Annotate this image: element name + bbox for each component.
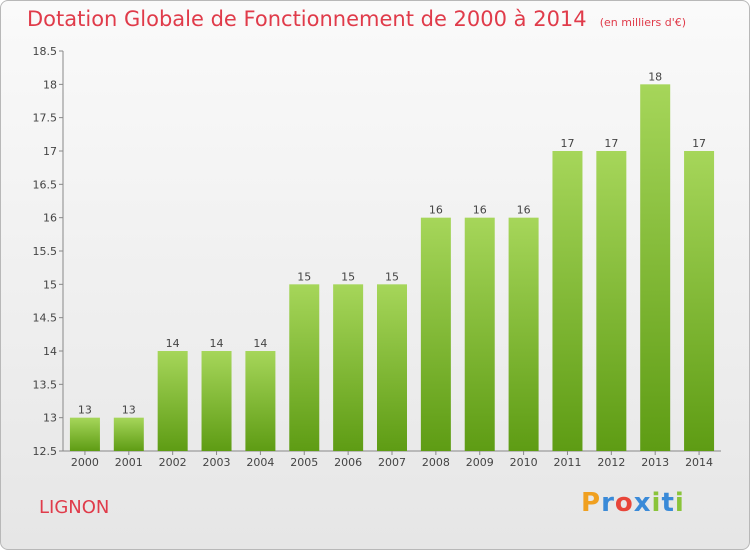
bar-value-label: 14 [253, 337, 267, 350]
y-tick-label: 13 [43, 412, 57, 425]
bar-value-label: 17 [604, 137, 618, 150]
bar-value-label: 16 [429, 204, 443, 217]
y-tick-label: 18.5 [33, 45, 58, 58]
bar [333, 284, 364, 451]
bar [420, 217, 451, 451]
y-tick-label: 17.5 [33, 112, 58, 125]
bar-value-label: 15 [341, 270, 355, 283]
x-tick-label: 2007 [378, 456, 406, 469]
y-tick-label: 18 [43, 78, 57, 91]
bar [289, 284, 320, 451]
x-tick-label: 2003 [203, 456, 231, 469]
y-tick-label: 14.5 [33, 312, 58, 325]
y-tick-label: 16 [43, 212, 57, 225]
bar [508, 217, 539, 451]
y-tick-label: 16.5 [33, 178, 58, 191]
x-tick-label: 2008 [422, 456, 450, 469]
x-tick-label: 2012 [597, 456, 625, 469]
bar [684, 151, 715, 451]
x-tick-label: 2005 [290, 456, 318, 469]
y-tick-label: 17 [43, 145, 57, 158]
x-tick-label: 2002 [159, 456, 187, 469]
y-tick-label: 14 [43, 345, 57, 358]
logo-letter: i [674, 488, 685, 518]
bar-value-label: 16 [517, 204, 531, 217]
bar [464, 217, 495, 451]
bar-value-label: 17 [692, 137, 706, 150]
y-tick-label: 12.5 [33, 445, 58, 458]
axes: 12.5 13 13.5 14 14.5 15 15.5 16 16.5 17 17.5 18 18.5… [33, 45, 721, 469]
bar-value-label: 13 [122, 404, 136, 417]
bar-value-label: 13 [78, 404, 92, 417]
x-tick-label: 2010 [510, 456, 538, 469]
bar [113, 417, 144, 451]
logo-letter: x [633, 488, 652, 518]
bar [157, 351, 188, 451]
title-unit: (en milliers d'€) [599, 16, 687, 29]
x-tick-label: 2009 [466, 456, 494, 469]
logo-letter: r [601, 488, 615, 518]
bar-value-label: 14 [166, 337, 180, 350]
y-tick-label: 13.5 [33, 378, 58, 391]
bar [201, 351, 232, 451]
proxiti-logo[interactable]: Proxiti [581, 488, 685, 518]
title-main: Dotation Globale de Fonctionnement de 20… [27, 7, 587, 31]
commune-name: LIGNON [39, 497, 110, 518]
x-tick-label: 2000 [71, 456, 99, 469]
x-tick-label: 2014 [685, 456, 713, 469]
bars: 13 13 14 14 14 15 15 15 16 16 16 17 17 18 17 [69, 70, 715, 451]
bar [245, 351, 276, 451]
logo-letter: P [581, 488, 602, 518]
bar-value-label: 18 [648, 70, 662, 83]
bar [640, 84, 671, 451]
bar [552, 151, 583, 451]
bar-value-label: 14 [210, 337, 224, 350]
logo-letter: t [661, 488, 675, 518]
chart-title: Dotation Globale de Fonctionnement de 20… [27, 7, 686, 31]
x-tick-label: 2001 [115, 456, 143, 469]
logo-letter: o [614, 488, 634, 518]
bar-value-label: 15 [385, 270, 399, 283]
x-tick-label: 2013 [641, 456, 669, 469]
bar [596, 151, 627, 451]
x-tick-label: 2004 [246, 456, 274, 469]
bar-value-label: 16 [473, 204, 487, 217]
y-tick-label: 15 [43, 278, 57, 291]
y-tick-label: 15.5 [33, 245, 58, 258]
bar-value-label: 17 [560, 137, 574, 150]
x-tick-label: 2006 [334, 456, 362, 469]
x-tick-label: 2011 [553, 456, 581, 469]
bar-value-label: 15 [297, 270, 311, 283]
bar [377, 284, 407, 451]
logo-letter: i [651, 488, 662, 518]
bar [69, 417, 100, 451]
